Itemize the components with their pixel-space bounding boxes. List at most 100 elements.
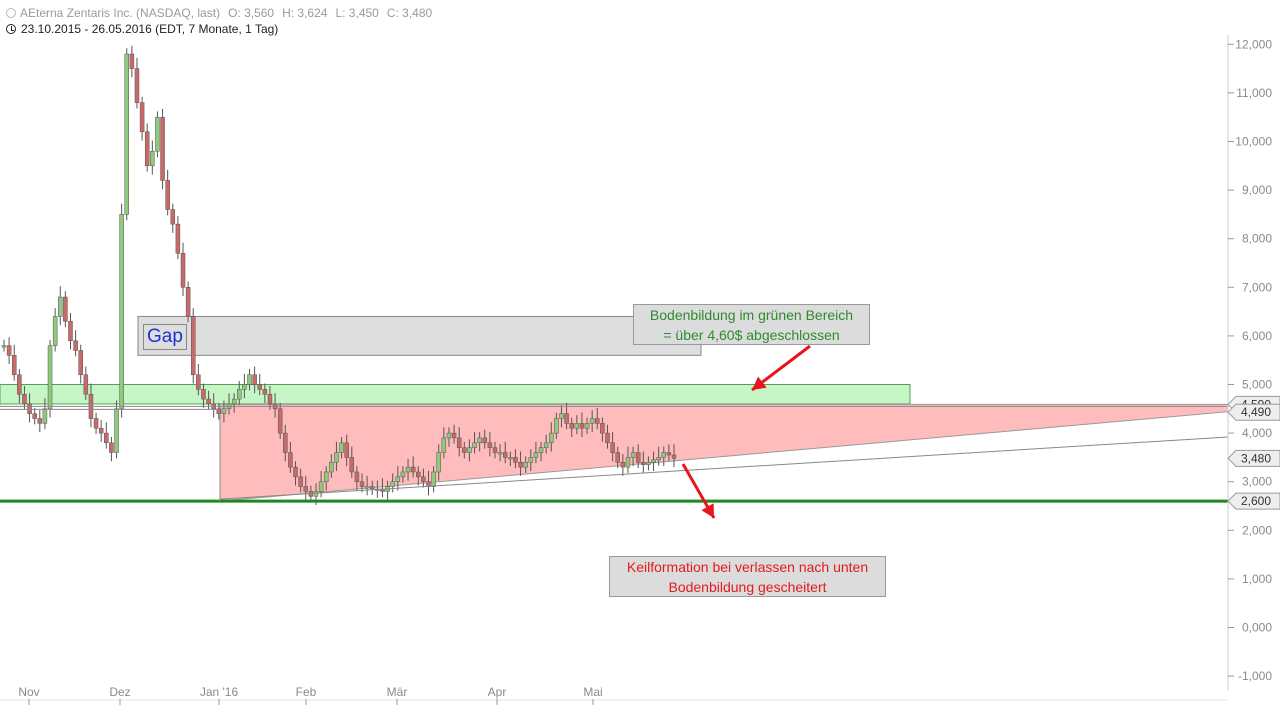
candle-body: [584, 423, 590, 429]
candle-body: [124, 53, 129, 215]
candle-body: [400, 471, 406, 478]
candle-body: [574, 423, 580, 429]
candle-body: [277, 408, 283, 434]
x-axis: Nov Dez Jan '16 Feb Mär Apr Mai: [0, 685, 1228, 705]
candle-body: [502, 452, 508, 458]
close-value: C: 3,480: [386, 6, 433, 20]
candle-body: [508, 457, 513, 460]
candle-body: [605, 432, 610, 444]
candle-body: [656, 457, 661, 461]
x-tick-label: Mai: [583, 685, 602, 699]
wedge-note-line-1: Keilformation bei verlassen nach unten: [626, 559, 869, 575]
candle-body: [252, 374, 257, 385]
candle-body: [109, 442, 114, 453]
candle-body: [329, 462, 334, 473]
candle-body: [165, 180, 170, 210]
candle-body: [22, 393, 27, 405]
candle-body: [298, 476, 303, 487]
candle-body: [554, 418, 559, 434]
candle-body: [17, 374, 22, 395]
price-label-2600-text: 2,600: [1241, 494, 1271, 508]
candle-body: [52, 316, 58, 346]
candle-body: [313, 491, 319, 497]
candle-body: [160, 116, 165, 181]
y-tick-label: -1,000: [1238, 669, 1272, 683]
candle-body: [37, 418, 43, 424]
price-label-4490-text: 4,490: [1241, 405, 1271, 419]
y-tick-label: 11,000: [1236, 86, 1272, 100]
candle-body: [283, 432, 288, 453]
candle-body: [641, 462, 646, 465]
candle-body: [114, 408, 119, 453]
instrument-name: AEterna Zentaris Inc. (NASDAQ, last): [20, 6, 221, 20]
candle-body: [267, 393, 273, 405]
candle-body: [78, 350, 83, 376]
candle-body: [32, 413, 37, 419]
y-tick-label: 4,000: [1242, 426, 1272, 440]
candle-body: [456, 437, 462, 448]
candle-body: [497, 452, 503, 455]
candle-body: [129, 53, 135, 69]
candle-body: [257, 384, 262, 390]
candle-body: [492, 447, 498, 453]
candle-body: [170, 209, 176, 225]
candle-body: [487, 442, 493, 448]
candle-body: [564, 413, 569, 424]
candle-body: [6, 345, 12, 356]
candle-body: [339, 442, 344, 453]
candle-body: [144, 131, 150, 167]
candlestick-series: [1, 45, 677, 506]
candle-body: [73, 340, 78, 351]
candle-body: [11, 355, 17, 376]
candle-body: [477, 437, 482, 444]
candle-body: [615, 452, 620, 463]
candle-body: [150, 150, 155, 167]
y-tick-label: 5,000: [1242, 378, 1272, 392]
candle-body: [671, 454, 677, 459]
bottom-formation-note: Bodenbildung im grünen Bereich = über 4,…: [633, 304, 870, 345]
candle-body: [416, 471, 421, 478]
candle-body: [410, 466, 416, 473]
price-label-3480-tag: [1227, 449, 1280, 467]
candle-body: [221, 408, 227, 414]
x-tick-label: Feb: [296, 685, 317, 699]
candle-body: [359, 481, 365, 487]
arrow-breakdown-head: [701, 503, 714, 518]
instrument-dot-icon: [6, 8, 16, 18]
candle-body: [139, 102, 145, 133]
arrow-to-green-zone-head: [752, 376, 767, 390]
candle-body: [206, 398, 211, 405]
candle-body: [518, 462, 523, 468]
candle-body: [349, 457, 355, 473]
x-tick-label: Nov: [18, 685, 39, 699]
price-label-2600-tag: [1227, 492, 1280, 510]
candle-body: [134, 68, 140, 103]
candle-body: [543, 442, 549, 448]
candle-body: [625, 457, 631, 468]
candle-body: [533, 452, 539, 458]
y-tick-label: 9,000: [1242, 183, 1272, 197]
candle-body: [630, 452, 636, 458]
y-tick-label: 1,000: [1242, 572, 1272, 586]
candle-body: [364, 486, 370, 489]
candle-body: [237, 389, 242, 400]
candle-body: [467, 447, 472, 453]
candle-body: [472, 442, 477, 448]
candle-body: [620, 462, 626, 468]
bottom-note-line-2: = über 4,60$ abgeschlossen: [663, 327, 840, 343]
price-label-3480-text: 3,480: [1241, 451, 1271, 465]
candle-body: [68, 321, 73, 342]
wedge-note-line-2: Bodenbildung gescheitert: [668, 579, 827, 595]
y-tick-label: 10,000: [1235, 135, 1272, 149]
candle-body: [559, 413, 564, 419]
candle-body: [595, 418, 600, 424]
y-axis: 12,000 11,000 10,000 9,000 8,000 7,000 6,000 5,…: [1227, 35, 1272, 690]
candle-body: [395, 476, 401, 482]
candle-body: [98, 427, 104, 434]
candle-body: [462, 447, 467, 453]
candle-body: [451, 432, 457, 439]
candle-body: [661, 452, 667, 458]
candle-body: [185, 287, 191, 317]
candle-body: [646, 462, 651, 465]
